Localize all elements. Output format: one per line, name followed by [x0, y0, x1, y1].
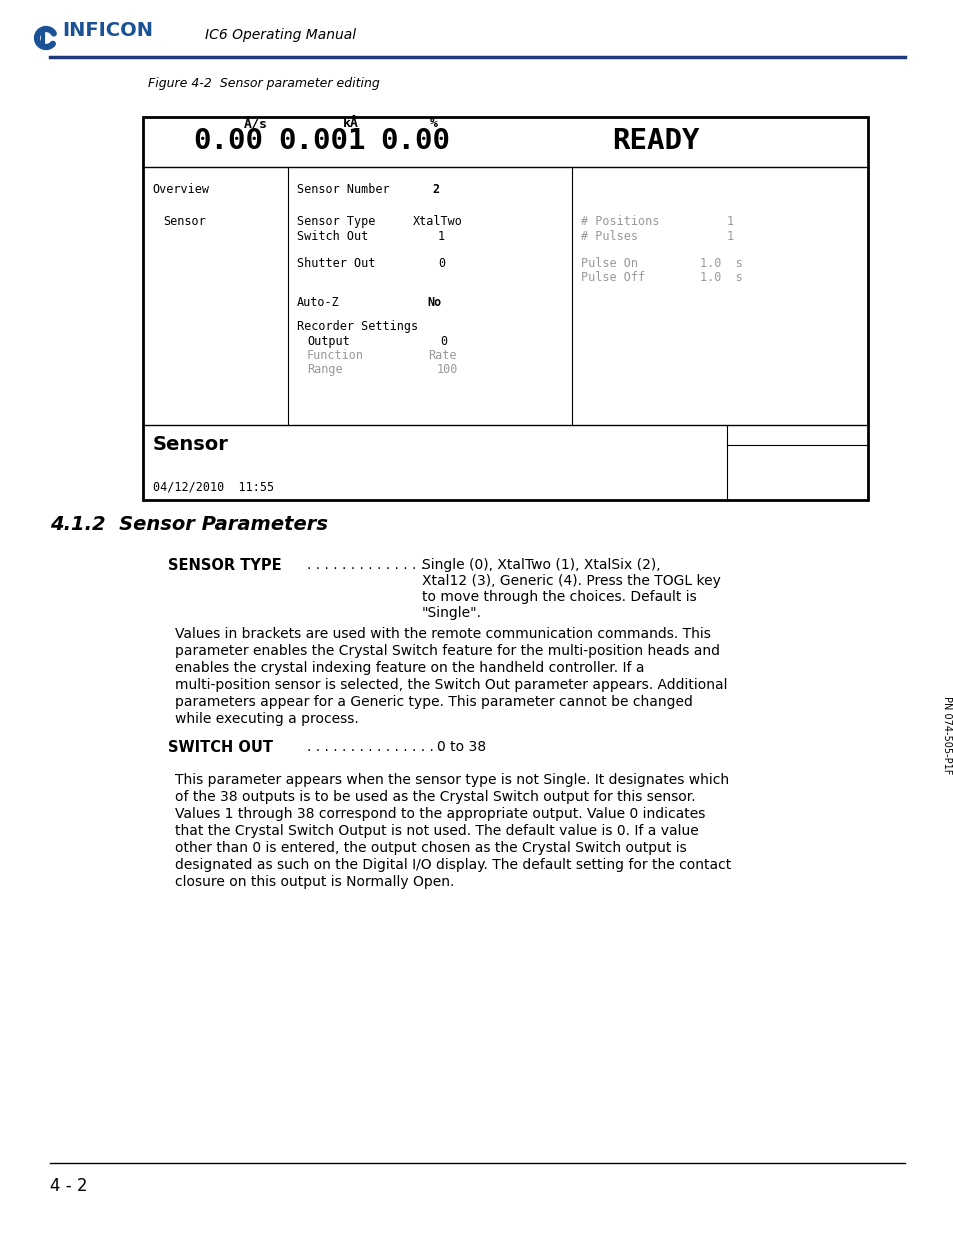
Text: Pulse On: Pulse On: [580, 257, 638, 270]
Text: that the Crystal Switch Output is not used. The default value is 0. If a value: that the Crystal Switch Output is not us…: [174, 824, 698, 839]
Text: Output: Output: [307, 335, 350, 348]
Text: # Positions: # Positions: [580, 215, 659, 228]
FancyBboxPatch shape: [143, 117, 867, 500]
Text: XtalTwo: XtalTwo: [413, 215, 462, 228]
Text: parameters appear for a Generic type. This parameter cannot be changed: parameters appear for a Generic type. Th…: [174, 695, 692, 709]
Text: 0: 0: [439, 335, 447, 348]
Text: Shutter Out: Shutter Out: [296, 257, 375, 270]
Text: Values 1 through 38 correspond to the appropriate output. Value 0 indicates: Values 1 through 38 correspond to the ap…: [174, 806, 704, 821]
Text: Xtal12 (3), Generic (4). Press the TOGL key: Xtal12 (3), Generic (4). Press the TOGL …: [421, 574, 720, 588]
Text: 4.1.2  Sensor Parameters: 4.1.2 Sensor Parameters: [50, 515, 328, 534]
Text: other than 0 is entered, the output chosen as the Crystal Switch output is: other than 0 is entered, the output chos…: [174, 841, 686, 855]
Text: No: No: [427, 296, 441, 309]
Text: 1: 1: [726, 215, 734, 228]
Text: Pulse Off: Pulse Off: [580, 270, 644, 284]
Text: 0.001: 0.001: [277, 127, 365, 156]
Text: 1.0  s: 1.0 s: [700, 270, 742, 284]
Text: kÅ: kÅ: [343, 117, 358, 130]
Text: of the 38 outputs is to be used as the Crystal Switch output for this sensor.: of the 38 outputs is to be used as the C…: [174, 790, 695, 804]
Text: 2: 2: [432, 183, 438, 196]
Text: Sensor Type: Sensor Type: [296, 215, 375, 228]
Text: IC6 Operating Manual: IC6 Operating Manual: [205, 28, 355, 42]
Text: 1: 1: [726, 230, 734, 243]
Text: Sensor: Sensor: [163, 215, 206, 228]
Text: Overview: Overview: [152, 183, 209, 196]
Text: Å/s: Å/s: [244, 117, 268, 131]
Text: to move through the choices. Default is: to move through the choices. Default is: [421, 590, 696, 604]
Text: PN 074-505-P1F: PN 074-505-P1F: [941, 695, 951, 774]
Text: Auto-Z: Auto-Z: [296, 296, 339, 309]
Text: Recorder Settings: Recorder Settings: [296, 320, 417, 333]
Text: Sensor Number: Sensor Number: [296, 183, 389, 196]
Text: 0: 0: [437, 257, 445, 270]
Text: Values in brackets are used with the remote communication commands. This: Values in brackets are used with the rem…: [174, 627, 710, 641]
Text: 0.00: 0.00: [193, 127, 263, 156]
Text: . . . . . . . . . . . . . .: . . . . . . . . . . . . . .: [307, 558, 425, 572]
Text: 1: 1: [437, 230, 445, 243]
Text: Rate: Rate: [428, 350, 456, 362]
Text: "Single".: "Single".: [421, 606, 481, 620]
Text: Switch Out: Switch Out: [296, 230, 368, 243]
Text: . . . . . . . . . . . . . . . .: . . . . . . . . . . . . . . . .: [307, 740, 442, 755]
Text: # Pulses: # Pulses: [580, 230, 638, 243]
Text: %: %: [430, 117, 437, 130]
Text: 100: 100: [436, 363, 457, 375]
Text: 04/12/2010  11:55: 04/12/2010 11:55: [152, 480, 274, 493]
Text: 4 - 2: 4 - 2: [50, 1177, 88, 1195]
Text: 1.0  s: 1.0 s: [700, 257, 742, 270]
Text: closure on this output is Normally Open.: closure on this output is Normally Open.: [174, 876, 454, 889]
Text: Figure 4-2  Sensor parameter editing: Figure 4-2 Sensor parameter editing: [148, 77, 379, 90]
Text: multi-position sensor is selected, the Switch Out parameter appears. Additional: multi-position sensor is selected, the S…: [174, 678, 727, 692]
Text: INFICON: INFICON: [62, 21, 152, 41]
Text: READY: READY: [612, 127, 699, 156]
Text: 0 to 38: 0 to 38: [436, 740, 486, 755]
Text: Single (0), XtalTwo (1), XtalSix (2),: Single (0), XtalTwo (1), XtalSix (2),: [421, 558, 659, 572]
Text: Sensor: Sensor: [152, 435, 229, 454]
Text: enables the crystal indexing feature on the handheld controller. If a: enables the crystal indexing feature on …: [174, 661, 644, 676]
Text: Range: Range: [307, 363, 342, 375]
Text: Function: Function: [307, 350, 364, 362]
Text: This parameter appears when the sensor type is not Single. It designates which: This parameter appears when the sensor t…: [174, 773, 728, 787]
Text: parameter enables the Crystal Switch feature for the multi-position heads and: parameter enables the Crystal Switch fea…: [174, 643, 720, 658]
Text: while executing a process.: while executing a process.: [174, 713, 358, 726]
Text: SWITCH OUT: SWITCH OUT: [168, 740, 273, 755]
Text: SENSOR TYPE: SENSOR TYPE: [168, 558, 281, 573]
Text: designated as such on the Digital I/O display. The default setting for the conta: designated as such on the Digital I/O di…: [174, 858, 731, 872]
Text: 0.00: 0.00: [379, 127, 450, 156]
